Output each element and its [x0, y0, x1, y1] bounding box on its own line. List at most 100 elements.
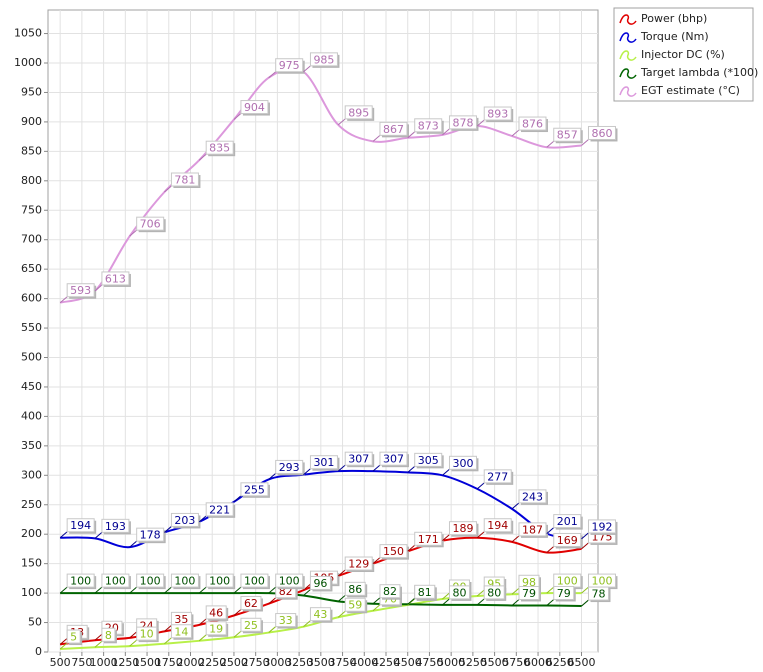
label-box	[240, 573, 269, 588]
data-label: 171	[418, 533, 439, 546]
data-label: 895	[348, 106, 369, 119]
label-box	[136, 527, 165, 542]
label-leader	[372, 597, 381, 605]
label-box	[483, 585, 505, 600]
data-label: 35	[174, 613, 188, 626]
label-leader	[94, 633, 103, 641]
label-box	[275, 613, 297, 628]
x-tick-label: 3750	[329, 656, 357, 669]
label-leader	[442, 598, 450, 606]
data-label: 79	[557, 587, 571, 600]
label-leader	[303, 468, 311, 476]
label-leader	[476, 598, 485, 606]
y-tick-label: 750	[21, 203, 42, 216]
data-label: 59	[348, 599, 362, 612]
label-box	[518, 116, 547, 131]
data-label: 81	[418, 586, 432, 599]
data-label: 14	[174, 625, 188, 638]
label-box	[379, 451, 408, 466]
label-leader	[546, 586, 555, 594]
data-label: 33	[279, 614, 293, 627]
label-box	[240, 595, 262, 610]
label-leader	[198, 586, 207, 594]
label-box	[275, 573, 304, 588]
legend-label: EGT estimate (°C)	[641, 84, 740, 97]
label-leader	[233, 586, 242, 594]
label-leader	[407, 465, 416, 473]
data-label: 975	[279, 59, 300, 72]
label-leader	[268, 586, 277, 594]
data-label: 904	[244, 101, 265, 114]
series-line	[60, 591, 582, 608]
data-label: 301	[313, 456, 334, 469]
data-label: 62	[244, 597, 258, 610]
label-box	[205, 573, 234, 588]
label-leader	[581, 532, 589, 540]
plot-area	[47, 9, 599, 653]
label-leader	[233, 113, 242, 120]
y-tick-label: 850	[21, 144, 42, 157]
label-box	[136, 573, 165, 588]
data-label: 835	[209, 142, 230, 155]
data-label: 100	[557, 575, 578, 588]
label-leader	[546, 527, 555, 534]
x-tick-label: 1500	[133, 656, 161, 669]
data-label: 178	[140, 529, 161, 542]
data-label: 203	[174, 514, 195, 527]
data-label: 860	[591, 127, 612, 140]
label-box	[205, 621, 227, 636]
label-box	[344, 451, 373, 466]
y-tick-label: 650	[21, 262, 42, 275]
label-leader	[268, 626, 277, 633]
label-box	[101, 627, 116, 642]
data-label: 19	[209, 622, 223, 635]
data-label: 10	[140, 628, 154, 641]
data-label: 100	[174, 575, 195, 588]
data-label: 293	[279, 461, 300, 474]
label-box	[379, 121, 408, 136]
data-label: 876	[522, 118, 543, 131]
label-leader	[546, 140, 555, 148]
label-box	[379, 584, 401, 599]
label-leader	[198, 634, 207, 642]
label-leader	[198, 618, 207, 626]
data-label: 593	[70, 284, 91, 297]
label-leader	[476, 589, 485, 597]
data-label: 781	[174, 173, 195, 186]
data-label: 80	[452, 586, 466, 599]
label-leader	[129, 540, 137, 548]
label-leader	[59, 531, 68, 539]
label-box	[553, 585, 575, 600]
data-label: 194	[487, 519, 508, 532]
label-box	[483, 106, 512, 121]
label-box	[66, 518, 95, 533]
x-tick-label: 3000	[263, 656, 291, 669]
label-leader	[442, 534, 450, 542]
y-tick-label: 350	[21, 439, 42, 452]
label-leader	[372, 464, 381, 472]
data-label: 98	[522, 576, 536, 589]
data-label: 96	[313, 577, 327, 590]
label-box	[309, 575, 331, 590]
label-box	[483, 469, 512, 484]
data-label: 25	[244, 619, 258, 632]
label-leader	[442, 128, 450, 136]
y-tick-label: 200	[21, 527, 42, 540]
data-label: 307	[348, 453, 369, 466]
data-label: 78	[591, 588, 605, 601]
data-label: 100	[591, 575, 612, 588]
label-leader	[94, 531, 103, 539]
label-leader	[59, 642, 68, 650]
x-tick-label: 6500	[567, 656, 595, 669]
label-box	[414, 531, 443, 546]
legend-swatch	[619, 68, 637, 79]
label-leader	[164, 625, 172, 632]
label-box	[344, 105, 373, 120]
legend-swatch	[619, 86, 637, 97]
data-label: 80	[487, 586, 501, 599]
y-tick-label: 1050	[14, 27, 42, 40]
data-label: 221	[209, 503, 230, 516]
legend-label: Power (bhp)	[641, 12, 707, 25]
y-tick-label: 400	[21, 409, 42, 422]
label-box	[309, 52, 338, 67]
